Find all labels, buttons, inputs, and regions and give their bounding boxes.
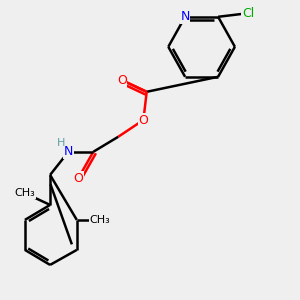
Text: CH₃: CH₃ xyxy=(14,188,35,198)
Text: CH₃: CH₃ xyxy=(89,215,110,225)
Text: H: H xyxy=(57,138,65,148)
Text: O: O xyxy=(74,172,83,185)
Text: N: N xyxy=(64,145,73,158)
Text: O: O xyxy=(117,74,127,87)
Text: Cl: Cl xyxy=(242,7,254,20)
Text: N: N xyxy=(180,10,190,23)
Text: O: O xyxy=(139,113,148,127)
